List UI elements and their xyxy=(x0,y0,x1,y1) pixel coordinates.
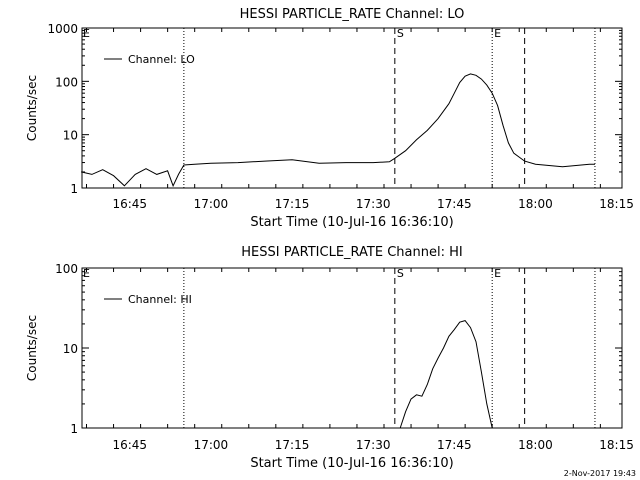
plot-frame xyxy=(81,27,623,189)
y-axis-label: Counts/sec xyxy=(25,315,39,381)
x-axis-label: Start Time (10-Jul-16 16:36:10) xyxy=(250,456,453,471)
x-tick-label: 17:45 xyxy=(437,438,472,452)
y-tick-label: 10 xyxy=(63,342,78,356)
y-tick-label: 1000 xyxy=(47,22,78,36)
x-tick-label: 18:15 xyxy=(599,438,634,452)
y-tick-label: 100 xyxy=(55,75,78,89)
x-tick-label: 16:45 xyxy=(112,438,147,452)
x-tick-label: 17:30 xyxy=(356,438,391,452)
marker-label: S xyxy=(397,27,404,40)
x-tick-label: 17:30 xyxy=(356,197,391,211)
edge-marker-label: E xyxy=(83,27,90,40)
x-tick-label: 18:00 xyxy=(518,438,553,452)
x-tick-label: 17:15 xyxy=(275,197,310,211)
x-tick-label: 18:00 xyxy=(518,197,553,211)
x-axis-label: Start Time (10-Jul-16 16:36:10) xyxy=(250,215,453,230)
x-tick-label: 16:45 xyxy=(112,197,147,211)
series-line xyxy=(399,320,493,429)
y-tick-label: 1 xyxy=(70,182,78,196)
footer-timestamp: 2-Nov-2017 19:43 xyxy=(563,469,636,478)
x-tick-label: 17:00 xyxy=(194,197,229,211)
y-tick-label: 100 xyxy=(55,262,78,276)
legend-entry: Channel: LO xyxy=(128,53,195,66)
chart-lo-channel: HESSI PARTICLE_RATE Channel: LO 1 10 100 100… xyxy=(25,7,634,230)
marker-label: S xyxy=(397,267,404,280)
x-tick-label: 18:15 xyxy=(599,197,634,211)
series-line xyxy=(80,73,595,188)
legend-entry: Channel: HI xyxy=(128,293,192,306)
y-tick-label: 1 xyxy=(70,422,78,436)
marker-label: E xyxy=(494,27,501,40)
chart-hi-channel: HESSI PARTICLE_RATE Channel: HI 1 10 100 16:… xyxy=(25,245,634,471)
marker-label: E xyxy=(494,267,501,280)
y-tick-label: 10 xyxy=(63,129,78,143)
x-tick-label: 17:15 xyxy=(275,438,310,452)
x-tick-label: 17:00 xyxy=(194,438,229,452)
x-tick-label: 17:45 xyxy=(437,197,472,211)
plot-frame xyxy=(81,267,623,429)
chart-title: HESSI PARTICLE_RATE Channel: LO xyxy=(240,7,465,22)
chart-title: HESSI PARTICLE_RATE Channel: HI xyxy=(241,245,462,260)
edge-marker-label: E xyxy=(83,267,90,280)
y-axis-label: Counts/sec xyxy=(25,75,39,141)
